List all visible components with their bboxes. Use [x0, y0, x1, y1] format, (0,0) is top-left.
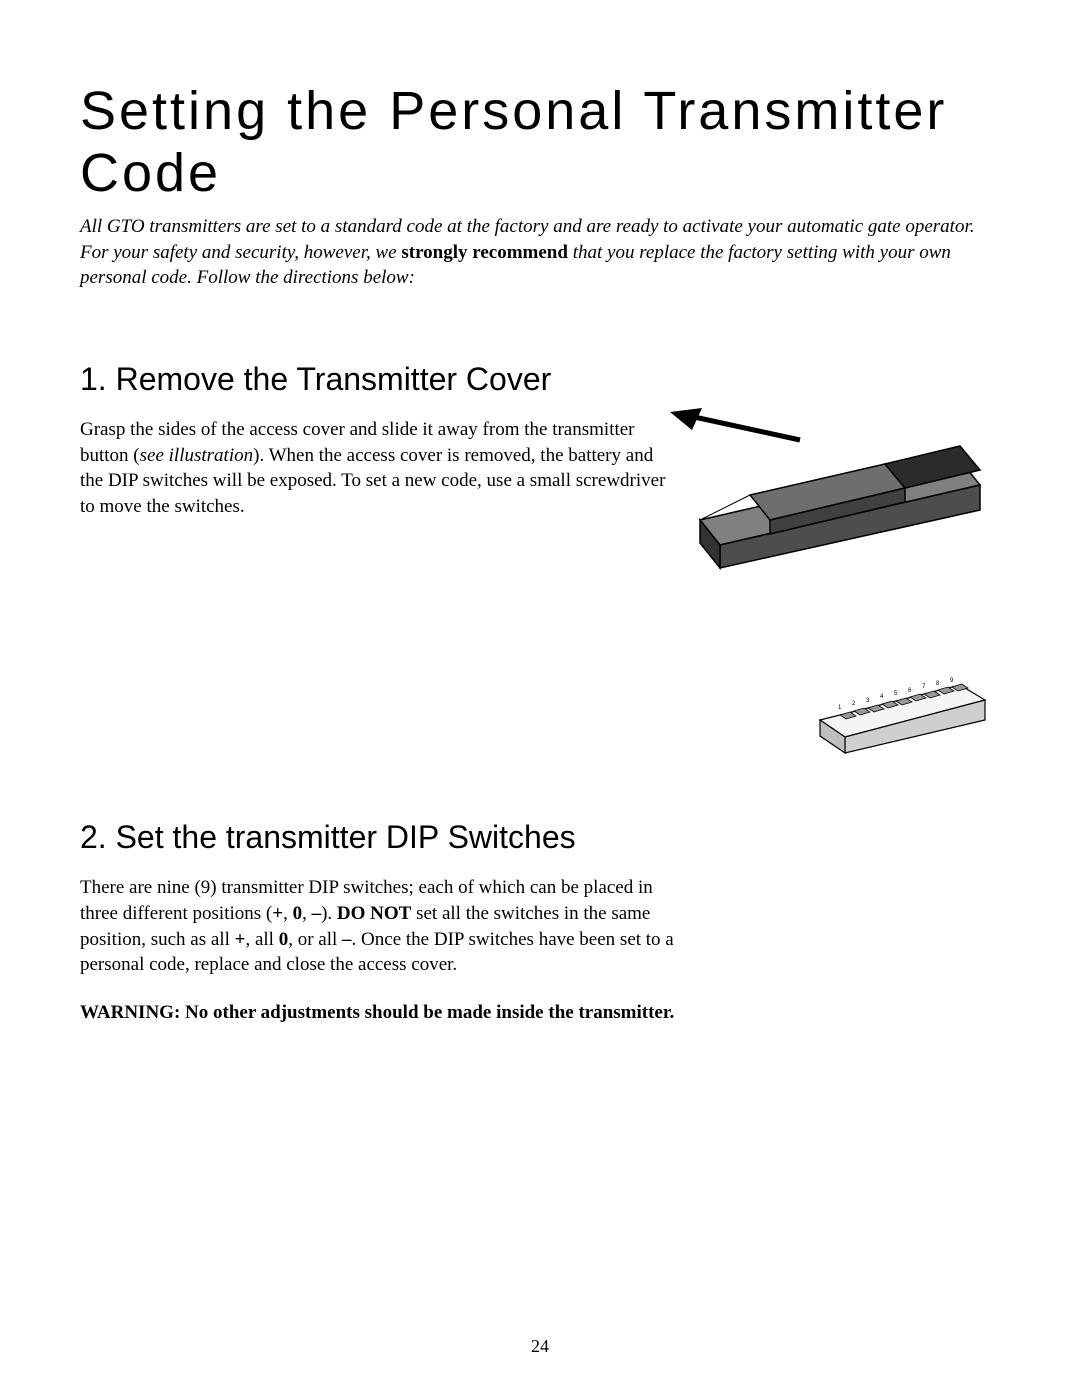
s2-zero: 0: [293, 903, 303, 924]
s2-plus: +: [272, 903, 283, 924]
svg-text:2: 2: [852, 701, 856, 707]
page-number: 24: [0, 1336, 1080, 1357]
section-2-body: There are nine (9) transmitter DIP switc…: [80, 875, 680, 978]
s1-italic: see illustration: [140, 445, 253, 466]
intro-paragraph: All GTO transmitters are set to a standa…: [80, 214, 1000, 291]
transmitter-illustration: [630, 390, 990, 575]
page: Setting the Personal Transmitter Code Al…: [0, 0, 1080, 1397]
svg-text:4: 4: [880, 694, 884, 700]
s2-zero2: 0: [279, 929, 289, 950]
svg-text:1: 1: [838, 705, 842, 711]
s2-c1: ,: [283, 903, 293, 924]
s2-c3: , all: [245, 929, 278, 950]
s2-donot: DO NOT: [337, 903, 411, 924]
s2-minus: –: [312, 903, 322, 924]
slide-arrow-icon: [670, 408, 800, 440]
dip-switch-illustration: 1 2 3 4 5 6 7 8 9: [810, 665, 990, 760]
s2-p2: ).: [321, 903, 337, 924]
transmitter-svg: [630, 390, 990, 570]
section-2: 2. Set the transmitter DIP Switches Ther…: [80, 819, 1000, 1024]
svg-text:7: 7: [922, 684, 926, 690]
dip-svg: 1 2 3 4 5 6 7 8 9: [810, 665, 990, 755]
svg-text:6: 6: [908, 688, 912, 694]
s2-plus2: +: [235, 929, 246, 950]
s2-c4: , or all: [288, 929, 342, 950]
svg-text:3: 3: [866, 698, 870, 704]
section-2-heading: 2. Set the transmitter DIP Switches: [80, 819, 1000, 856]
page-title: Setting the Personal Transmitter Code: [80, 80, 1000, 204]
s2-c2: ,: [302, 903, 312, 924]
svg-text:8: 8: [936, 681, 940, 687]
svg-text:5: 5: [894, 691, 898, 697]
section-1-body: Grasp the sides of the access cover and …: [80, 417, 670, 520]
section-2-warning: WARNING: No other adjustments should be …: [80, 1002, 1000, 1024]
intro-strong: strongly recommend: [401, 242, 568, 263]
svg-text:9: 9: [950, 678, 954, 684]
s2-minus2: –: [342, 929, 352, 950]
